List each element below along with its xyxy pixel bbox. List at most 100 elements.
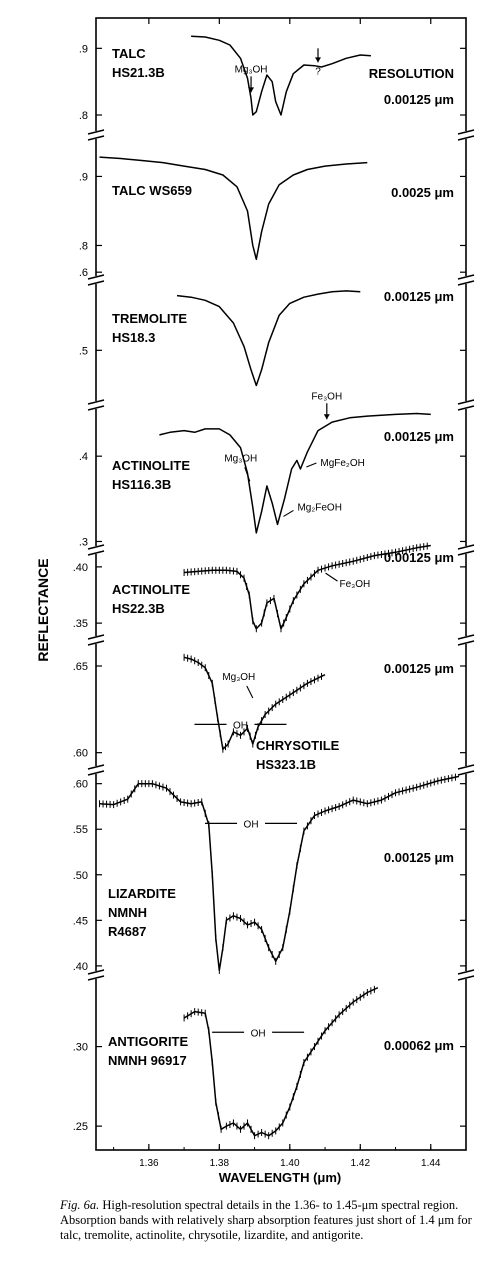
y-tick-label: .40 xyxy=(73,961,88,973)
sample-label: ANTIGORITE xyxy=(108,1034,188,1049)
annotation-arrowhead xyxy=(248,87,255,93)
annotation-arrow xyxy=(246,685,254,699)
axis-break-mark xyxy=(457,129,475,135)
annotation-arrow xyxy=(325,572,338,582)
sample-label: R4687 xyxy=(108,924,146,939)
resolution-label: 0.00125 μm xyxy=(384,429,454,444)
axis-break-mark xyxy=(87,280,105,286)
axis-break-mark xyxy=(87,129,105,135)
annotation-label: OH xyxy=(233,720,248,731)
axis-break-mark xyxy=(457,764,475,770)
y-tick-label: .30 xyxy=(73,1042,88,1054)
y-tick-label: .40 xyxy=(73,562,88,574)
axis-break-mask xyxy=(459,766,473,774)
axis-break-mask xyxy=(89,546,103,554)
sample-label: LIZARDITE xyxy=(108,886,176,901)
axis-break-mark xyxy=(457,274,475,280)
sample-label: HS323.1B xyxy=(256,757,316,772)
annotation-label: ? xyxy=(315,66,321,77)
axis-break-mark xyxy=(457,770,475,776)
annotation-label: OH xyxy=(244,819,259,830)
spectrum-line-lizardite-r4687 xyxy=(99,775,460,972)
annotation-label: OH xyxy=(251,1028,266,1039)
sample-label: TALC WS659 xyxy=(112,183,192,198)
caption-lead: Fig. 6a. xyxy=(60,1198,100,1212)
resolution-label: 0.0025 μm xyxy=(391,185,454,200)
axis-break-mark xyxy=(457,405,475,411)
resolution-label: 0.00125 μm xyxy=(384,289,454,304)
y-tick-label: .35 xyxy=(73,618,88,630)
y-tick-label: .65 xyxy=(73,661,88,673)
axis-break-mark xyxy=(457,280,475,286)
axis-break-mark xyxy=(457,399,475,405)
sample-label: HS18.3 xyxy=(112,330,155,345)
panel-actinolite-hs1163b: .4 .3 ACTINOLITE HS116.3B 0.00125 μm Fe₃OH MgF… xyxy=(79,391,475,548)
panel-lizardite-r4687: .60 .55 .50 .45 .40 LIZARDITE NMNH R4687 0.00125… xyxy=(73,764,475,974)
axis-break-mark xyxy=(87,135,105,141)
axis-break-mask xyxy=(89,131,103,139)
spectrum-line-talc-ws659 xyxy=(99,156,368,261)
resolution-header: RESOLUTION xyxy=(369,66,454,81)
annotation-label: Fe₃OH xyxy=(311,391,342,402)
axis-break-mark xyxy=(457,544,475,550)
axis-break-mask xyxy=(459,401,473,409)
axis-break-mask xyxy=(89,276,103,284)
y-tick-label: .60 xyxy=(73,748,88,760)
x-tick-label: 1.42 xyxy=(351,1158,371,1169)
sample-label: NMNH xyxy=(108,905,147,920)
sample-label: TALC xyxy=(112,46,146,61)
axis-break-mark xyxy=(87,975,105,981)
y-tick-label: .8 xyxy=(79,240,88,252)
annotation-label: MgFe₂OH xyxy=(320,458,364,469)
panel-tremolite-hs183: .6 .5 TREMOLITE HS18.3 0.00125 μm xyxy=(79,267,475,387)
axis-break-mark xyxy=(87,550,105,556)
annotation-arrow xyxy=(283,509,294,517)
y-tick-label: .9 xyxy=(79,43,88,55)
y-tick-label: .60 xyxy=(73,779,88,791)
axis-break-mask xyxy=(89,766,103,774)
resolution-label: 0.00125 μm xyxy=(384,850,454,865)
y-tick-label: .8 xyxy=(79,110,88,122)
x-axis-label: WAVELENGTH (μm) xyxy=(219,1170,342,1185)
y-tick-label: .5 xyxy=(79,345,88,357)
spectrum-line-talc-hs213b xyxy=(191,35,371,116)
spectrum-line-antigorite-nmnh96917 xyxy=(183,987,379,1137)
axis-break-mark xyxy=(87,640,105,646)
spectra-figure: .9 .8 TALC HS21.3B 0.00125 μm Mg₃OH ? .9 .8 TALC … xyxy=(35,17,475,1185)
resolution-label: 0.00062 μm xyxy=(384,1038,454,1053)
y-tick-label: .50 xyxy=(73,870,88,882)
axis-break-mark xyxy=(87,764,105,770)
axis-break-mask xyxy=(459,546,473,554)
axis-break-mark xyxy=(457,634,475,640)
y-tick-label: .45 xyxy=(73,915,88,927)
sample-label: HS116.3B xyxy=(112,477,171,492)
annotation-arrowhead xyxy=(323,414,330,420)
annotation-arrow xyxy=(244,467,251,482)
axis-break-mask xyxy=(459,276,473,284)
y-tick-label: .25 xyxy=(73,1121,88,1133)
sample-label: ACTINOLITE xyxy=(112,582,190,597)
figure-caption: Fig. 6a. High-resolution spectral detail… xyxy=(60,1198,490,1243)
annotation-arrow xyxy=(306,462,317,468)
spectrum-line-tremolite-hs183 xyxy=(176,290,361,387)
axis-break-mark xyxy=(457,135,475,141)
axis-break-mark xyxy=(457,969,475,975)
y-axis-label: REFLECTANCE xyxy=(35,558,51,661)
resolution-label: 0.00125 μm xyxy=(384,661,454,676)
axis-break-mark xyxy=(87,405,105,411)
axis-break-mark xyxy=(457,975,475,981)
annotation-label: Fe₃OH xyxy=(340,579,371,590)
panel-chrysotile-hs3231b: .65 .60 CHRYSOTILE HS323.1B 0.00125 μm Mg₃OH O… xyxy=(73,634,475,772)
y-tick-label: .4 xyxy=(79,451,88,463)
annotation-label: Mg₃OH xyxy=(222,672,255,683)
plot-frame xyxy=(95,17,467,1151)
x-axis: 1.36 1.38 1.40 1.42 1.44 xyxy=(113,18,441,1169)
sample-label: NMNH 96917 xyxy=(108,1053,187,1068)
sample-label: HS22.3B xyxy=(112,601,165,616)
y-tick-label: .6 xyxy=(79,267,88,279)
resolution-label: 0.00125 μm xyxy=(384,550,454,565)
caption-text: High-resolution spectral details in the … xyxy=(60,1198,472,1242)
sample-label: CHRYSOTILE xyxy=(256,738,340,753)
sample-label: TREMOLITE xyxy=(112,311,187,326)
axis-break-mark xyxy=(457,550,475,556)
